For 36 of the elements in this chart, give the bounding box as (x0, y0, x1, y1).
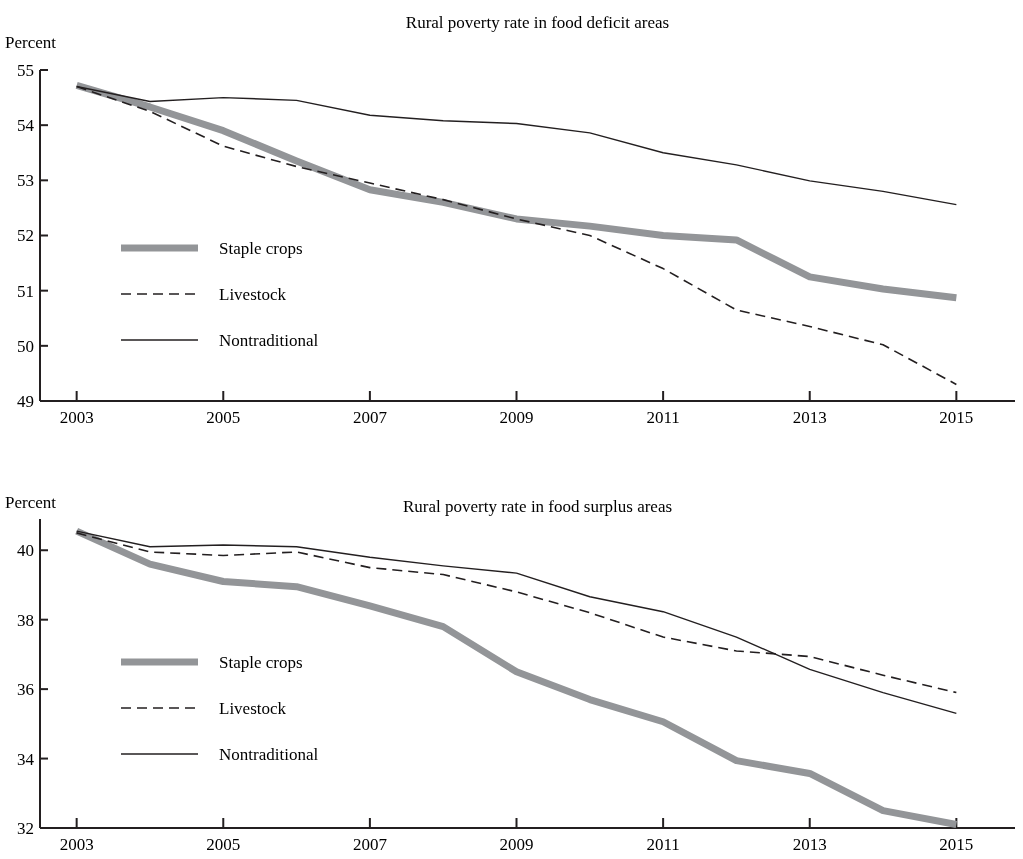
y-tick-label: 36 (17, 680, 34, 700)
x-tick-label: 2005 (206, 408, 241, 427)
y-tick-label: 53 (17, 171, 34, 191)
y-tick-label: 32 (17, 818, 34, 838)
y-tick-label: 38 (17, 610, 34, 630)
y-tick-label: 34 (17, 749, 35, 769)
y-tick-label: 50 (17, 336, 34, 356)
x-tick-label: 2013 (792, 408, 827, 427)
x-tick-label: 2011 (646, 408, 680, 427)
y-tick-label: 49 (17, 391, 34, 411)
y-tick-label: 51 (17, 281, 34, 301)
x-tick-label: 2015 (939, 408, 974, 427)
y-tick-label: 54 (17, 116, 35, 136)
x-tick-label: 2005 (206, 835, 241, 854)
x-tick-label: 2013 (792, 835, 827, 854)
x-tick-label: 2011 (646, 835, 680, 854)
x-tick-label: 2007 (352, 835, 388, 854)
x-tick-label: 2003 (59, 408, 94, 427)
legend-label: Nontraditional (219, 744, 319, 764)
y-tick-label: 52 (17, 226, 34, 246)
x-tick-label: 2009 (499, 408, 534, 427)
x-tick-label: 2003 (59, 835, 94, 854)
x-tick-label: 2007 (352, 408, 388, 427)
x-tick-label: 2009 (499, 835, 534, 854)
legend-label: Staple crops (219, 652, 303, 672)
legend-label: Nontraditional (219, 330, 319, 350)
y-tick-label: 55 (17, 60, 34, 80)
y-axis-title: Percent (5, 33, 57, 52)
chart-title: Rural poverty rate in food deficit areas (405, 13, 670, 32)
x-tick-label: 2015 (939, 835, 974, 854)
y-axis-title: Percent (5, 493, 57, 512)
y-tick-label: 40 (17, 541, 34, 561)
legend-label: Livestock (219, 284, 287, 304)
legend-label: Livestock (219, 698, 287, 718)
chart-title: Rural poverty rate in food surplus areas (402, 497, 673, 516)
legend-label: Staple crops (219, 238, 303, 258)
